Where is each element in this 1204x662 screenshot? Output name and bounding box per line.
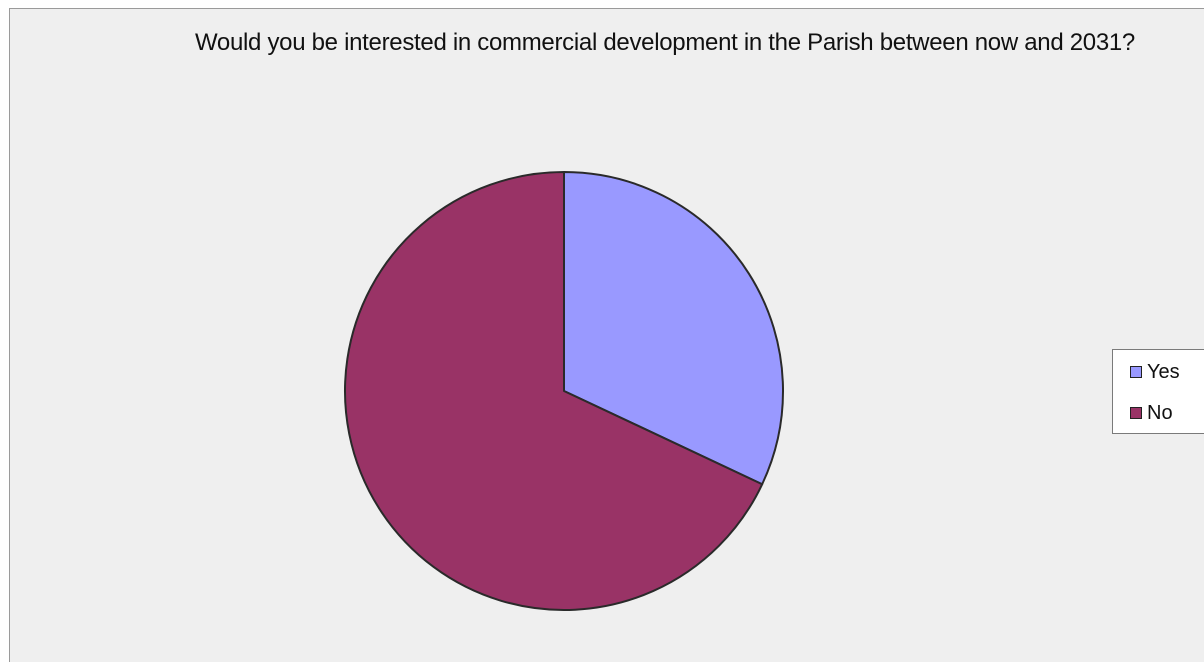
legend: Yes No — [1112, 349, 1204, 434]
legend-swatch-yes — [1130, 366, 1142, 378]
legend-swatch-no — [1130, 407, 1142, 419]
legend-item-yes: Yes — [1130, 360, 1180, 384]
legend-label-yes: Yes — [1147, 361, 1180, 384]
legend-item-no: No — [1130, 401, 1173, 425]
legend-label-no: No — [1147, 402, 1173, 425]
